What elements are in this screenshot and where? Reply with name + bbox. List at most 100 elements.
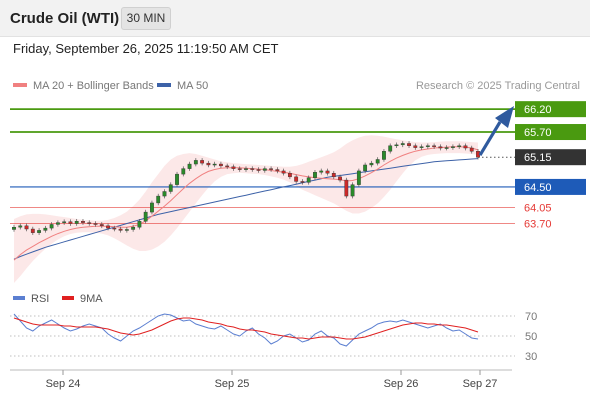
candle-body[interactable] (225, 165, 230, 168)
candle-body[interactable] (382, 151, 386, 160)
legend-bollinger: MA 20 + Bollinger Bands (13, 80, 154, 92)
candle-body[interactable] (24, 225, 29, 230)
candle-body[interactable] (356, 170, 361, 185)
candle-body[interactable] (81, 221, 85, 223)
candle-body[interactable] (432, 145, 437, 147)
candle-body[interactable] (469, 147, 474, 152)
x-tick-label: Sep 26 (384, 378, 419, 390)
candle-body[interactable] (112, 227, 117, 230)
candle-body[interactable] (425, 145, 430, 147)
legend-9ma-swatch (62, 296, 74, 301)
candle-body[interactable] (451, 146, 455, 148)
credit-text: Research © 2025 Trading Central (415, 80, 580, 92)
candle-body[interactable] (287, 172, 292, 178)
projection-arrow-head (495, 106, 514, 129)
candle-body[interactable] (93, 223, 98, 225)
candle-body[interactable] (369, 162, 374, 166)
candle-body[interactable] (12, 226, 16, 230)
candle-body[interactable] (231, 166, 236, 169)
timestamp: Friday, September 26, 2025 11:19:50 AM C… (13, 41, 279, 56)
candle-body[interactable] (99, 224, 104, 227)
candle-body[interactable] (394, 144, 399, 147)
legend-bollinger-label: MA 20 + Bollinger Bands (33, 80, 154, 92)
candle-body[interactable] (200, 160, 205, 164)
candle-body[interactable] (269, 168, 273, 170)
candle-body[interactable] (37, 230, 41, 233)
candle-body[interactable] (444, 147, 449, 149)
candle-body[interactable] (30, 228, 35, 233)
candle-body[interactable] (338, 176, 342, 181)
candle-body[interactable] (137, 221, 142, 228)
rsi-9ma-line (13, 317, 479, 340)
candle-body[interactable] (187, 163, 192, 169)
x-tick-label: Sep 27 (463, 378, 498, 390)
price-tag-text: 64.05 (524, 203, 552, 215)
legend-rsi-swatch (13, 296, 25, 301)
candle-body[interactable] (313, 172, 317, 178)
candle-body[interactable] (206, 162, 211, 166)
candle-body[interactable] (388, 145, 393, 152)
candle-body[interactable] (344, 179, 349, 197)
candle-body[interactable] (193, 160, 198, 165)
x-tick-label: Sep 25 (215, 378, 250, 390)
candle-body[interactable] (350, 184, 355, 197)
candle-body[interactable] (413, 145, 418, 148)
candle-body[interactable] (168, 184, 173, 192)
candle-body[interactable] (219, 163, 223, 167)
projection-arrow-shaft (478, 121, 502, 157)
candle-body[interactable] (87, 222, 92, 224)
candle-body[interactable] (281, 170, 286, 174)
price-tag-65.15 (515, 149, 586, 166)
candle-body[interactable] (463, 145, 468, 149)
candle-body[interactable] (43, 227, 48, 231)
candle-body[interactable] (419, 146, 424, 148)
rsi-tick-label: 70 (525, 311, 537, 323)
candle-body[interactable] (457, 145, 462, 147)
candle-body[interactable] (306, 177, 311, 183)
candle-body[interactable] (325, 170, 330, 174)
candle-body[interactable] (118, 228, 123, 231)
candle-body[interactable] (319, 170, 324, 173)
price-tag-text: 66.20 (524, 104, 552, 116)
candle-body[interactable] (106, 225, 110, 229)
candle-body[interactable] (156, 195, 161, 204)
candle-body[interactable] (331, 172, 336, 178)
price-tag-66.20 (515, 101, 586, 118)
candle-body[interactable] (74, 221, 79, 224)
legend-9ma: 9MA (62, 293, 103, 305)
candle-body[interactable] (375, 159, 380, 164)
candle-body[interactable] (275, 169, 280, 172)
candle-body[interactable] (55, 222, 60, 225)
candle-body[interactable] (400, 143, 405, 146)
candle-body[interactable] (237, 168, 242, 170)
candle-body[interactable] (124, 229, 129, 231)
chart-header: Crude Oil (WTI) 30 MIN (0, 0, 590, 37)
candle-body[interactable] (131, 226, 136, 230)
candle-body[interactable] (294, 176, 299, 182)
candle-body[interactable] (181, 168, 186, 175)
candle-body[interactable] (162, 191, 167, 197)
candle-body[interactable] (250, 168, 255, 170)
candle-body[interactable] (143, 211, 148, 222)
timeframe-button[interactable]: 30 MIN (121, 7, 171, 30)
candle-body[interactable] (18, 225, 23, 228)
legend-bollinger-swatch (13, 83, 27, 88)
price-tag-text: 63.70 (524, 219, 552, 231)
candle-body[interactable] (244, 168, 248, 170)
candle-body[interactable] (175, 173, 179, 185)
candle-body[interactable] (212, 163, 217, 166)
candle-body[interactable] (300, 181, 305, 183)
legend-9ma-label: 9MA (80, 293, 103, 305)
candle-body[interactable] (438, 146, 443, 149)
legend-ma50-label: MA 50 (177, 80, 209, 92)
candle-body[interactable] (49, 224, 54, 229)
candle-body[interactable] (68, 221, 73, 224)
candle-body[interactable] (62, 221, 67, 223)
candle-body[interactable] (150, 202, 154, 213)
x-tick-label: Sep 24 (46, 378, 81, 390)
candle-body[interactable] (256, 169, 261, 171)
candle-body[interactable] (262, 168, 267, 171)
candle-body[interactable] (363, 164, 368, 172)
candle-body[interactable] (407, 143, 411, 146)
